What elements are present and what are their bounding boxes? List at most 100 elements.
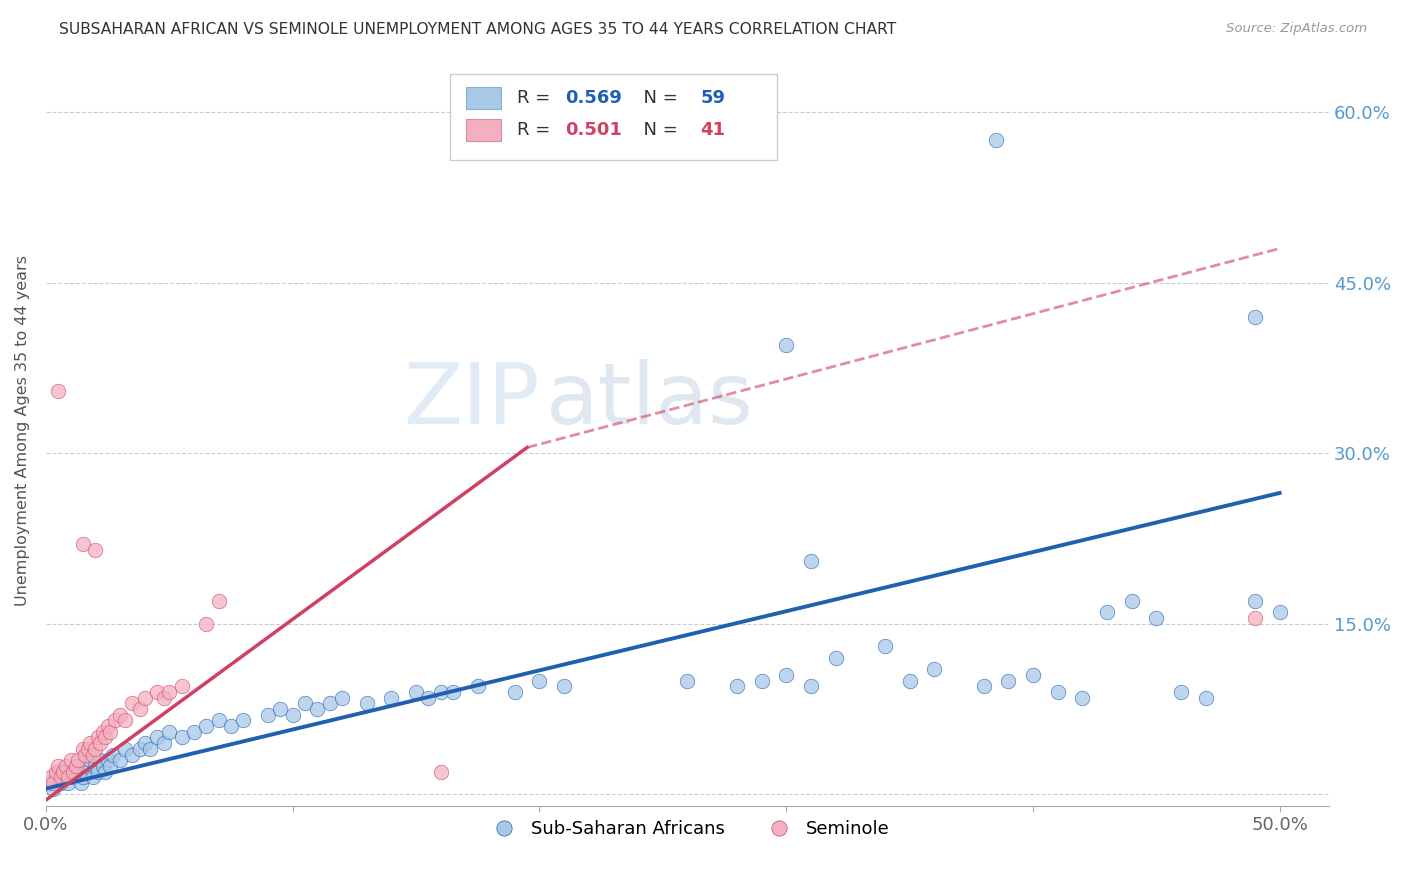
Point [800, 679, 823, 693]
Point [84, 759, 107, 773]
Point [82, 747, 104, 762]
Point [104, 714, 127, 728]
Point [429, 685, 451, 699]
Point [42, 776, 65, 790]
Point [997, 673, 1019, 688]
Point [46, 759, 69, 773]
Point [146, 731, 169, 745]
Point [257, 707, 280, 722]
Point [79, 753, 101, 767]
Point [89, 753, 111, 767]
Point [45, 770, 67, 784]
Point [138, 742, 160, 756]
Point [72, 742, 94, 756]
Point [49, 776, 72, 790]
Point [114, 742, 136, 756]
Point [62, 770, 84, 784]
Text: N =: N = [633, 89, 683, 107]
Point [1121, 594, 1143, 608]
Point [873, 640, 896, 654]
Point [922, 662, 945, 676]
Point [39, 770, 62, 784]
Point [87, 731, 110, 745]
Text: Source: ZipAtlas.com: Source: ZipAtlas.com [1226, 22, 1367, 36]
FancyBboxPatch shape [450, 74, 778, 161]
Point [62, 764, 84, 779]
Point [52, 770, 75, 784]
Point [56, 770, 79, 784]
Point [46, 764, 69, 779]
Point [75, 764, 97, 779]
Point [45, 764, 67, 779]
Point [294, 697, 316, 711]
Text: R =: R = [517, 89, 555, 107]
Point [39, 776, 62, 790]
Point [269, 702, 291, 716]
Point [108, 753, 131, 767]
Point [69, 776, 91, 790]
Point [59, 753, 82, 767]
Text: 41: 41 [700, 121, 725, 139]
Point [775, 668, 797, 682]
Point [121, 747, 143, 762]
Point [441, 685, 464, 699]
Point [1022, 668, 1045, 682]
Point [775, 338, 797, 352]
Point [52, 764, 75, 779]
FancyBboxPatch shape [465, 87, 502, 109]
Point [429, 764, 451, 779]
Point [208, 714, 231, 728]
Y-axis label: Unemployment Among Ages 35 to 44 years: Unemployment Among Ages 35 to 44 years [15, 255, 30, 606]
Point [1268, 606, 1291, 620]
Point [1144, 611, 1167, 625]
Point [356, 697, 378, 711]
Text: R =: R = [517, 121, 555, 139]
Text: N =: N = [633, 121, 683, 139]
Point [77, 742, 100, 756]
Point [77, 759, 100, 773]
Point [725, 679, 748, 693]
Point [219, 719, 242, 733]
Text: atlas: atlas [547, 359, 755, 442]
Point [59, 764, 82, 779]
Point [183, 724, 205, 739]
Legend: Sub-Saharan Africans, Seminole: Sub-Saharan Africans, Seminole [478, 813, 897, 846]
Point [1244, 310, 1267, 324]
Point [72, 537, 94, 551]
Text: SUBSAHARAN AFRICAN VS SEMINOLE UNEMPLOYMENT AMONG AGES 35 TO 44 YEARS CORRELATIO: SUBSAHARAN AFRICAN VS SEMINOLE UNEMPLOYM… [59, 22, 896, 37]
Point [467, 679, 489, 693]
Point [128, 742, 150, 756]
Point [157, 685, 180, 699]
Point [67, 764, 90, 779]
Point [65, 759, 87, 773]
Point [49, 770, 72, 784]
Point [195, 719, 218, 733]
Point [98, 724, 121, 739]
Point [84, 742, 107, 756]
Point [553, 679, 575, 693]
Point [84, 542, 107, 557]
Point [114, 714, 136, 728]
Point [128, 702, 150, 716]
Point [55, 759, 77, 773]
Point [1170, 685, 1192, 699]
Point [1095, 606, 1118, 620]
Point [94, 731, 117, 745]
Point [46, 384, 69, 398]
Point [56, 776, 79, 790]
Point [1194, 690, 1216, 705]
Text: 0.569: 0.569 [565, 89, 623, 107]
Point [1244, 611, 1267, 625]
Point [121, 697, 143, 711]
Point [146, 685, 169, 699]
Point [153, 690, 176, 705]
Point [91, 759, 114, 773]
Point [973, 679, 995, 693]
Point [98, 759, 121, 773]
Point [195, 616, 218, 631]
Point [87, 764, 110, 779]
Point [65, 759, 87, 773]
Point [208, 594, 231, 608]
Point [82, 770, 104, 784]
Point [134, 690, 156, 705]
